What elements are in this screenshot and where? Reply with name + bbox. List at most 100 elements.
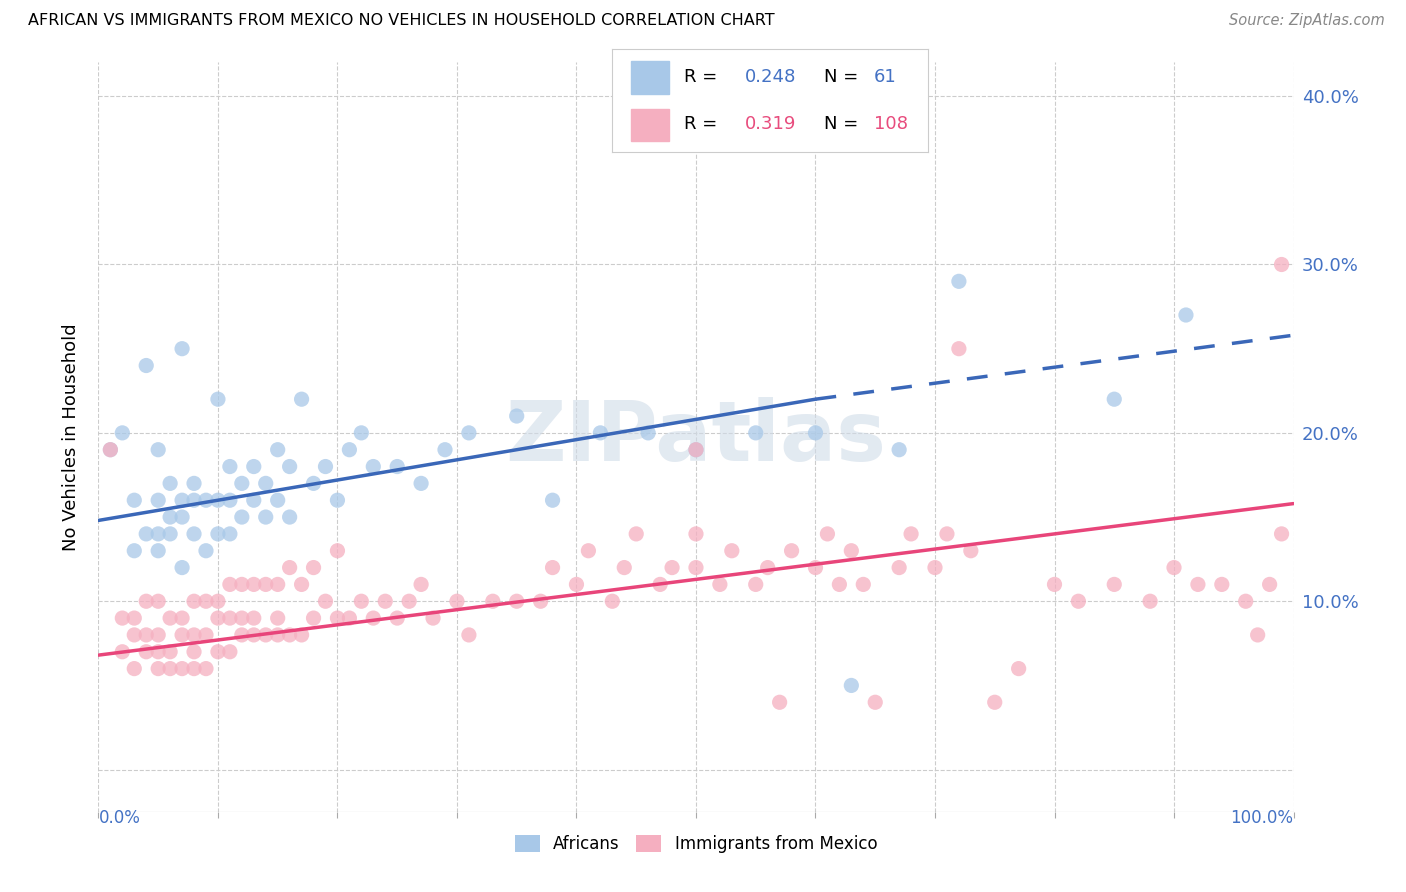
Point <box>243 493 266 508</box>
Point <box>756 560 779 574</box>
Point <box>565 577 588 591</box>
Point <box>111 611 134 625</box>
Point <box>172 628 194 642</box>
Bar <box>630 62 669 95</box>
Point <box>172 342 194 356</box>
Point <box>661 560 683 574</box>
Point <box>135 527 157 541</box>
Point <box>1187 577 1209 591</box>
Point <box>315 459 337 474</box>
Point <box>385 611 409 625</box>
Point <box>936 527 959 541</box>
Point <box>267 577 290 591</box>
Point <box>709 577 731 591</box>
Text: 0.248: 0.248 <box>745 68 796 86</box>
Point <box>685 560 707 574</box>
Point <box>385 459 409 474</box>
Point <box>159 645 181 659</box>
Point <box>98 442 122 457</box>
Point <box>852 577 875 591</box>
Point <box>804 560 827 574</box>
Point <box>721 543 744 558</box>
Point <box>889 560 911 574</box>
Point <box>637 425 659 440</box>
Point <box>506 409 529 423</box>
Point <box>411 476 433 491</box>
Point <box>685 527 707 541</box>
Point <box>1104 577 1126 591</box>
Point <box>865 695 887 709</box>
Point <box>254 476 277 491</box>
Point <box>780 543 803 558</box>
Point <box>254 510 277 524</box>
Point <box>207 645 229 659</box>
Point <box>148 628 170 642</box>
Point <box>183 645 205 659</box>
Point <box>841 678 863 692</box>
Point <box>302 611 325 625</box>
Point <box>124 611 146 625</box>
Point <box>148 645 170 659</box>
Point <box>374 594 396 608</box>
Point <box>530 594 553 608</box>
Point <box>183 594 205 608</box>
Point <box>231 628 253 642</box>
Point <box>172 560 194 574</box>
Point <box>685 442 707 457</box>
Point <box>219 493 242 508</box>
Legend: Africans, Immigrants from Mexico: Africans, Immigrants from Mexico <box>508 828 884 860</box>
Point <box>350 425 373 440</box>
Text: R =: R = <box>685 68 723 86</box>
Point <box>195 493 218 508</box>
Text: N =: N = <box>824 68 863 86</box>
Point <box>172 662 194 676</box>
Point <box>1067 594 1090 608</box>
Text: 0.319: 0.319 <box>745 115 796 133</box>
Point <box>841 543 863 558</box>
Point <box>135 594 157 608</box>
Point <box>291 392 314 407</box>
Point <box>506 594 529 608</box>
Point <box>254 577 277 591</box>
Point <box>159 510 181 524</box>
Point <box>578 543 600 558</box>
Point <box>1271 527 1294 541</box>
Point <box>984 695 1007 709</box>
Point <box>195 662 218 676</box>
Text: Source: ZipAtlas.com: Source: ZipAtlas.com <box>1229 13 1385 29</box>
Point <box>541 493 564 508</box>
Point <box>135 645 157 659</box>
Point <box>446 594 468 608</box>
Point <box>267 442 290 457</box>
Point <box>254 628 277 642</box>
Point <box>183 662 205 676</box>
Point <box>278 628 301 642</box>
Point <box>219 645 242 659</box>
Point <box>350 594 373 608</box>
Point <box>148 493 170 508</box>
Point <box>1163 560 1185 574</box>
Point <box>111 425 134 440</box>
Point <box>589 425 612 440</box>
Text: 108: 108 <box>875 115 908 133</box>
Point <box>685 442 707 457</box>
Point <box>243 611 266 625</box>
Point <box>183 628 205 642</box>
Point <box>326 543 349 558</box>
Point <box>398 594 420 608</box>
Point <box>948 274 970 288</box>
Point <box>124 628 146 642</box>
Point <box>326 611 349 625</box>
Point <box>458 425 481 440</box>
Point <box>411 577 433 591</box>
Point <box>195 543 218 558</box>
Point <box>111 645 134 659</box>
Point <box>231 611 253 625</box>
Point <box>219 527 242 541</box>
Point <box>1247 628 1270 642</box>
Text: ZIPatlas: ZIPatlas <box>506 397 886 477</box>
Point <box>1234 594 1257 608</box>
Point <box>1043 577 1066 591</box>
Point <box>1139 594 1161 608</box>
Point <box>434 442 457 457</box>
